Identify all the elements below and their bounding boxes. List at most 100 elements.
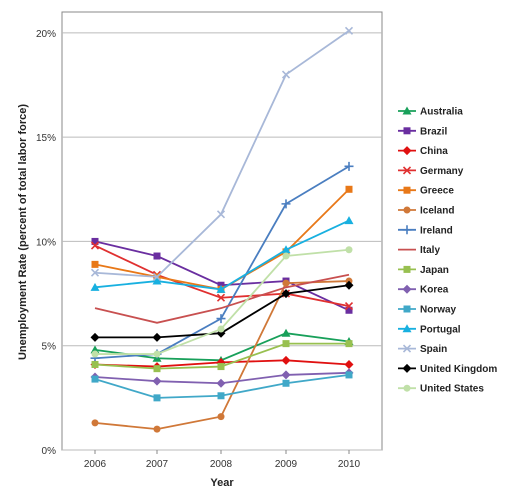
data-point xyxy=(403,206,411,214)
x-tick-label: 2008 xyxy=(210,459,233,470)
legend-label: Korea xyxy=(420,285,449,296)
legend-item: Norway xyxy=(398,305,457,316)
legend-label: United States xyxy=(420,384,484,395)
y-tick-label: 10% xyxy=(36,237,56,248)
data-point xyxy=(402,166,412,175)
legend-item: Spain xyxy=(398,344,447,355)
legend-label: Portugal xyxy=(420,324,461,335)
data-point xyxy=(344,280,354,290)
legend-label: China xyxy=(420,146,448,157)
legend-item: Australia xyxy=(398,106,463,118)
data-point xyxy=(282,340,290,348)
data-point xyxy=(90,241,100,250)
data-point xyxy=(403,265,411,273)
legend-label: Italy xyxy=(420,245,440,256)
series-line xyxy=(95,248,350,355)
data-point xyxy=(402,225,412,235)
data-point xyxy=(282,379,290,387)
data-point xyxy=(152,272,162,281)
data-point xyxy=(402,284,412,294)
data-point xyxy=(345,371,353,379)
legend: Australia Brazil China Germany Greece Iceland… xyxy=(398,106,497,395)
legend-item: United Kingdom xyxy=(398,363,497,375)
data-point xyxy=(153,394,161,402)
series-norway xyxy=(91,371,353,402)
series-line xyxy=(94,30,350,278)
legend-item: Italy xyxy=(398,245,440,256)
data-point xyxy=(152,276,162,285)
y-tick-label: 0% xyxy=(42,446,57,457)
data-point xyxy=(216,210,226,219)
data-point xyxy=(216,314,226,324)
legend-item: Iceland xyxy=(398,206,454,217)
legend-item: Portugal xyxy=(398,324,461,335)
data-point xyxy=(345,340,353,348)
data-point xyxy=(281,245,291,254)
y-axis-label: Unemployment Rate (percent of total labo… xyxy=(17,104,29,360)
data-point xyxy=(281,370,291,380)
data-point xyxy=(281,199,291,209)
y-axis-ticks: 0% 5% 10% 15% 20% xyxy=(36,29,56,457)
legend-item: United States xyxy=(398,384,484,395)
data-point xyxy=(402,324,412,333)
data-point xyxy=(402,146,412,156)
legend-item: Korea xyxy=(398,284,449,296)
data-point xyxy=(403,384,411,392)
data-point xyxy=(91,260,99,268)
data-point xyxy=(217,325,225,333)
legend-item: Ireland xyxy=(398,225,453,236)
data-point xyxy=(344,161,354,171)
data-point xyxy=(216,378,226,388)
data-point xyxy=(217,392,225,400)
x-tick-label: 2009 xyxy=(275,459,298,470)
data-point xyxy=(91,237,99,245)
data-point xyxy=(281,328,291,337)
data-point xyxy=(345,185,353,193)
data-point xyxy=(402,363,412,373)
data-point xyxy=(403,305,411,313)
data-point xyxy=(402,106,412,115)
data-point xyxy=(216,293,226,302)
data-point xyxy=(281,70,291,79)
legend-label: Spain xyxy=(420,344,447,355)
legend-item: Japan xyxy=(398,265,449,276)
data-point xyxy=(282,252,290,260)
data-point xyxy=(344,216,354,225)
data-point xyxy=(153,425,161,433)
legend-label: United Kingdom xyxy=(420,364,497,375)
data-point xyxy=(403,127,411,135)
x-axis-ticks: 2006 2007 2008 2009 2010 xyxy=(84,450,361,470)
data-point xyxy=(281,355,291,365)
data-point xyxy=(403,186,411,194)
data-point xyxy=(217,363,225,371)
legend-label: Greece xyxy=(420,186,454,197)
series-line xyxy=(94,219,350,291)
series-united-kingdom xyxy=(90,280,354,342)
data-point xyxy=(281,289,291,299)
legend-item: Brazil xyxy=(398,126,447,137)
data-point xyxy=(90,268,100,277)
data-point xyxy=(153,252,161,260)
series-korea xyxy=(90,368,354,388)
x-tick-label: 2006 xyxy=(84,459,107,470)
data-point xyxy=(91,360,99,368)
data-point xyxy=(91,350,99,358)
y-tick-label: 20% xyxy=(36,29,56,40)
data-point xyxy=(282,279,290,287)
data-point xyxy=(344,302,354,311)
legend-label: Norway xyxy=(420,305,457,316)
x-tick-label: 2010 xyxy=(338,459,361,470)
data-point xyxy=(344,26,354,35)
data-point xyxy=(402,344,412,353)
legend-label: Brazil xyxy=(420,126,447,137)
series-united-states xyxy=(91,246,353,358)
y-tick-label: 15% xyxy=(36,133,56,144)
data-point xyxy=(91,375,99,383)
x-axis-label: Year xyxy=(210,477,234,489)
legend-label: Japan xyxy=(420,265,449,276)
gridlines xyxy=(61,11,383,451)
series-portugal xyxy=(90,216,354,293)
series-japan xyxy=(91,340,353,373)
series-greece xyxy=(91,185,353,293)
